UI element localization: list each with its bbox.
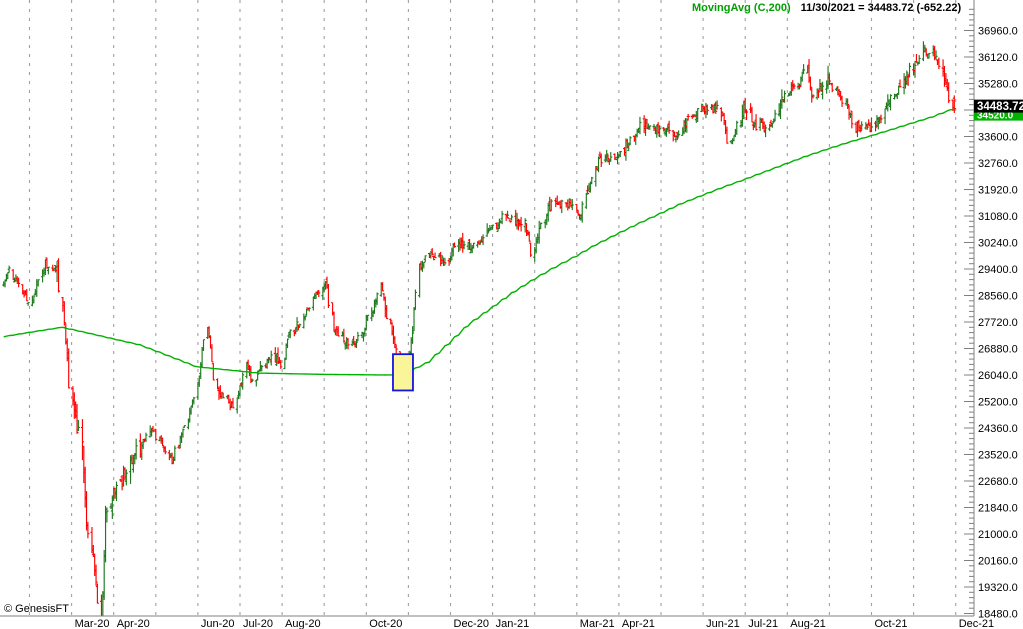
svg-text:35280.0: 35280.0 <box>978 79 1018 91</box>
svg-text:27720.0: 27720.0 <box>978 317 1018 329</box>
svg-text:Jul-21: Jul-21 <box>748 618 778 629</box>
svg-text:Jun-20: Jun-20 <box>201 618 235 629</box>
svg-text:Aug-20: Aug-20 <box>285 618 320 629</box>
svg-text:Apr-20: Apr-20 <box>117 618 150 629</box>
svg-text:Aug-21: Aug-21 <box>790 618 825 629</box>
svg-text:Jun-21: Jun-21 <box>706 618 740 629</box>
svg-text:Oct-20: Oct-20 <box>369 618 402 629</box>
svg-text:22680.0: 22680.0 <box>978 476 1018 488</box>
svg-text:33600.0: 33600.0 <box>978 132 1018 144</box>
svg-text:20160.0: 20160.0 <box>978 556 1018 568</box>
svg-text:25200.0: 25200.0 <box>978 397 1018 409</box>
svg-text:26880.0: 26880.0 <box>978 344 1018 356</box>
svg-text:23520.0: 23520.0 <box>978 450 1018 462</box>
svg-text:31920.0: 31920.0 <box>978 185 1018 197</box>
svg-text:Oct-21: Oct-21 <box>875 618 908 629</box>
svg-text:36120.0: 36120.0 <box>978 52 1018 64</box>
svg-text:26040.0: 26040.0 <box>978 370 1018 382</box>
svg-text:Dec-21: Dec-21 <box>959 618 994 629</box>
svg-text:30240.0: 30240.0 <box>978 238 1018 250</box>
svg-text:Mar-21: Mar-21 <box>580 618 615 629</box>
svg-text:21000.0: 21000.0 <box>978 529 1018 541</box>
svg-text:32760.0: 32760.0 <box>978 158 1018 170</box>
svg-text:21840.0: 21840.0 <box>978 503 1018 515</box>
svg-text:Dec-20: Dec-20 <box>454 618 489 629</box>
svg-text:19320.0: 19320.0 <box>978 582 1018 594</box>
svg-text:34483.72: 34483.72 <box>977 101 1023 113</box>
svg-text:29400.0: 29400.0 <box>978 264 1018 276</box>
svg-text:31080.0: 31080.0 <box>978 211 1018 223</box>
svg-text:Jul-20: Jul-20 <box>243 618 273 629</box>
svg-text:28560.0: 28560.0 <box>978 291 1018 303</box>
svg-text:36960.0: 36960.0 <box>978 26 1018 38</box>
svg-text:Apr-21: Apr-21 <box>622 618 655 629</box>
svg-text:Jan-21: Jan-21 <box>496 618 530 629</box>
svg-text:24360.0: 24360.0 <box>978 423 1018 435</box>
svg-text:Mar-20: Mar-20 <box>75 618 110 629</box>
